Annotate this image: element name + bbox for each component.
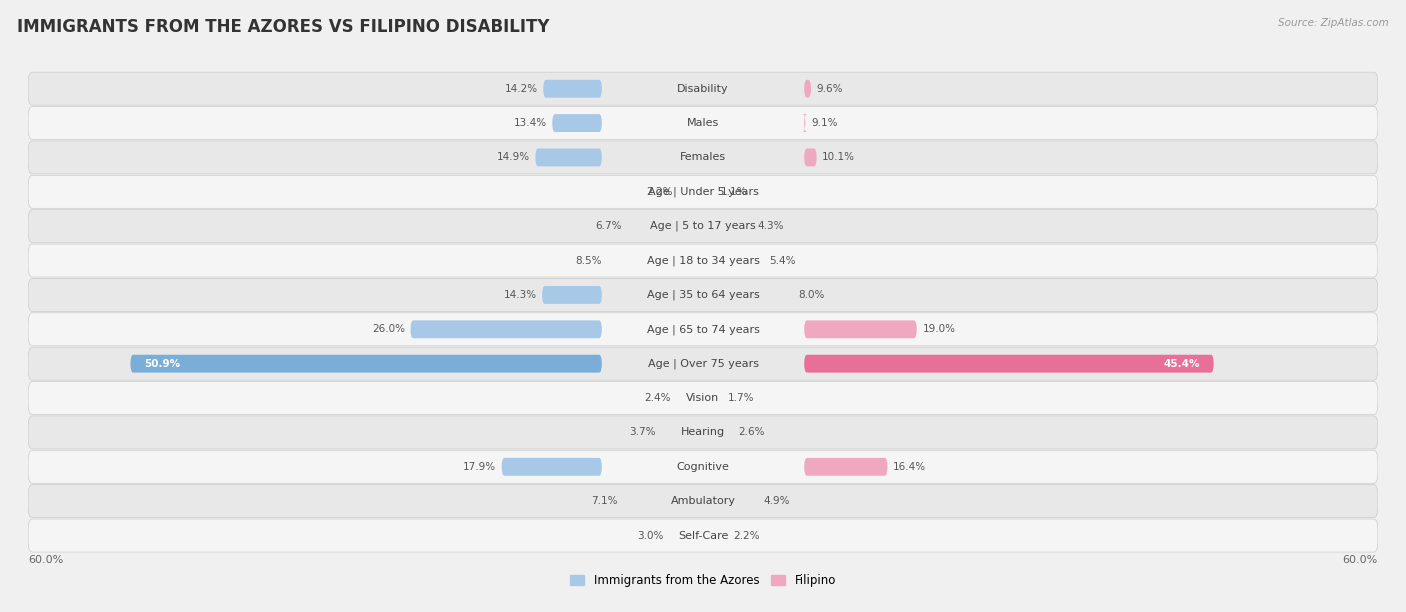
Text: 9.1%: 9.1% bbox=[811, 118, 838, 128]
Text: 60.0%: 60.0% bbox=[28, 555, 63, 565]
Text: 3.7%: 3.7% bbox=[630, 427, 655, 438]
FancyBboxPatch shape bbox=[803, 114, 807, 132]
Text: 13.4%: 13.4% bbox=[513, 118, 547, 128]
Text: 9.6%: 9.6% bbox=[817, 84, 844, 94]
FancyBboxPatch shape bbox=[543, 80, 602, 98]
FancyBboxPatch shape bbox=[28, 175, 1378, 208]
FancyBboxPatch shape bbox=[28, 450, 1378, 483]
Text: 1.1%: 1.1% bbox=[721, 187, 748, 197]
FancyBboxPatch shape bbox=[28, 141, 1378, 174]
Text: 14.9%: 14.9% bbox=[496, 152, 530, 162]
FancyBboxPatch shape bbox=[28, 313, 1378, 346]
Text: Age | 35 to 64 years: Age | 35 to 64 years bbox=[647, 289, 759, 300]
Text: Hearing: Hearing bbox=[681, 427, 725, 438]
FancyBboxPatch shape bbox=[411, 320, 602, 338]
Text: 2.6%: 2.6% bbox=[738, 427, 765, 438]
FancyBboxPatch shape bbox=[28, 381, 1378, 414]
Text: 45.4%: 45.4% bbox=[1164, 359, 1201, 368]
Text: 2.2%: 2.2% bbox=[647, 187, 672, 197]
FancyBboxPatch shape bbox=[28, 519, 1378, 552]
Text: 8.5%: 8.5% bbox=[575, 256, 602, 266]
FancyBboxPatch shape bbox=[804, 355, 1213, 373]
Text: Self-Care: Self-Care bbox=[678, 531, 728, 540]
FancyBboxPatch shape bbox=[28, 347, 1378, 380]
Text: 2.4%: 2.4% bbox=[644, 393, 671, 403]
Text: 14.2%: 14.2% bbox=[505, 84, 537, 94]
Text: 14.3%: 14.3% bbox=[503, 290, 537, 300]
Text: Age | 65 to 74 years: Age | 65 to 74 years bbox=[647, 324, 759, 335]
Text: 4.3%: 4.3% bbox=[756, 221, 783, 231]
Text: Age | Under 5 years: Age | Under 5 years bbox=[648, 187, 758, 197]
FancyBboxPatch shape bbox=[28, 485, 1378, 518]
Text: 19.0%: 19.0% bbox=[922, 324, 955, 334]
FancyBboxPatch shape bbox=[502, 458, 602, 476]
FancyBboxPatch shape bbox=[804, 458, 887, 476]
Text: Disability: Disability bbox=[678, 84, 728, 94]
FancyBboxPatch shape bbox=[804, 80, 811, 98]
FancyBboxPatch shape bbox=[28, 210, 1378, 243]
FancyBboxPatch shape bbox=[804, 149, 817, 166]
Text: Cognitive: Cognitive bbox=[676, 462, 730, 472]
Text: 2.2%: 2.2% bbox=[734, 531, 759, 540]
Text: 50.9%: 50.9% bbox=[143, 359, 180, 368]
Text: Ambulatory: Ambulatory bbox=[671, 496, 735, 506]
FancyBboxPatch shape bbox=[536, 149, 602, 166]
Text: 4.9%: 4.9% bbox=[763, 496, 790, 506]
FancyBboxPatch shape bbox=[804, 320, 917, 338]
FancyBboxPatch shape bbox=[28, 278, 1378, 312]
Text: 1.7%: 1.7% bbox=[728, 393, 754, 403]
FancyBboxPatch shape bbox=[28, 106, 1378, 140]
FancyBboxPatch shape bbox=[28, 416, 1378, 449]
Text: Females: Females bbox=[681, 152, 725, 162]
Text: 7.1%: 7.1% bbox=[591, 496, 617, 506]
Text: 5.4%: 5.4% bbox=[769, 256, 796, 266]
FancyBboxPatch shape bbox=[28, 72, 1378, 105]
Text: 3.0%: 3.0% bbox=[637, 531, 664, 540]
Text: 10.1%: 10.1% bbox=[823, 152, 855, 162]
FancyBboxPatch shape bbox=[553, 114, 602, 132]
Legend: Immigrants from the Azores, Filipino: Immigrants from the Azores, Filipino bbox=[569, 574, 837, 588]
Text: 16.4%: 16.4% bbox=[893, 462, 927, 472]
Text: Age | 18 to 34 years: Age | 18 to 34 years bbox=[647, 255, 759, 266]
Text: Age | 5 to 17 years: Age | 5 to 17 years bbox=[650, 221, 756, 231]
FancyBboxPatch shape bbox=[131, 355, 602, 373]
Text: 6.7%: 6.7% bbox=[596, 221, 621, 231]
Text: Males: Males bbox=[688, 118, 718, 128]
Text: Age | Over 75 years: Age | Over 75 years bbox=[648, 359, 758, 369]
Text: Source: ZipAtlas.com: Source: ZipAtlas.com bbox=[1278, 18, 1389, 28]
Text: Vision: Vision bbox=[686, 393, 720, 403]
Text: 17.9%: 17.9% bbox=[463, 462, 496, 472]
FancyBboxPatch shape bbox=[543, 286, 602, 304]
FancyBboxPatch shape bbox=[28, 244, 1378, 277]
Text: 60.0%: 60.0% bbox=[1343, 555, 1378, 565]
Text: 26.0%: 26.0% bbox=[373, 324, 405, 334]
Text: 8.0%: 8.0% bbox=[799, 290, 825, 300]
Text: IMMIGRANTS FROM THE AZORES VS FILIPINO DISABILITY: IMMIGRANTS FROM THE AZORES VS FILIPINO D… bbox=[17, 18, 550, 36]
